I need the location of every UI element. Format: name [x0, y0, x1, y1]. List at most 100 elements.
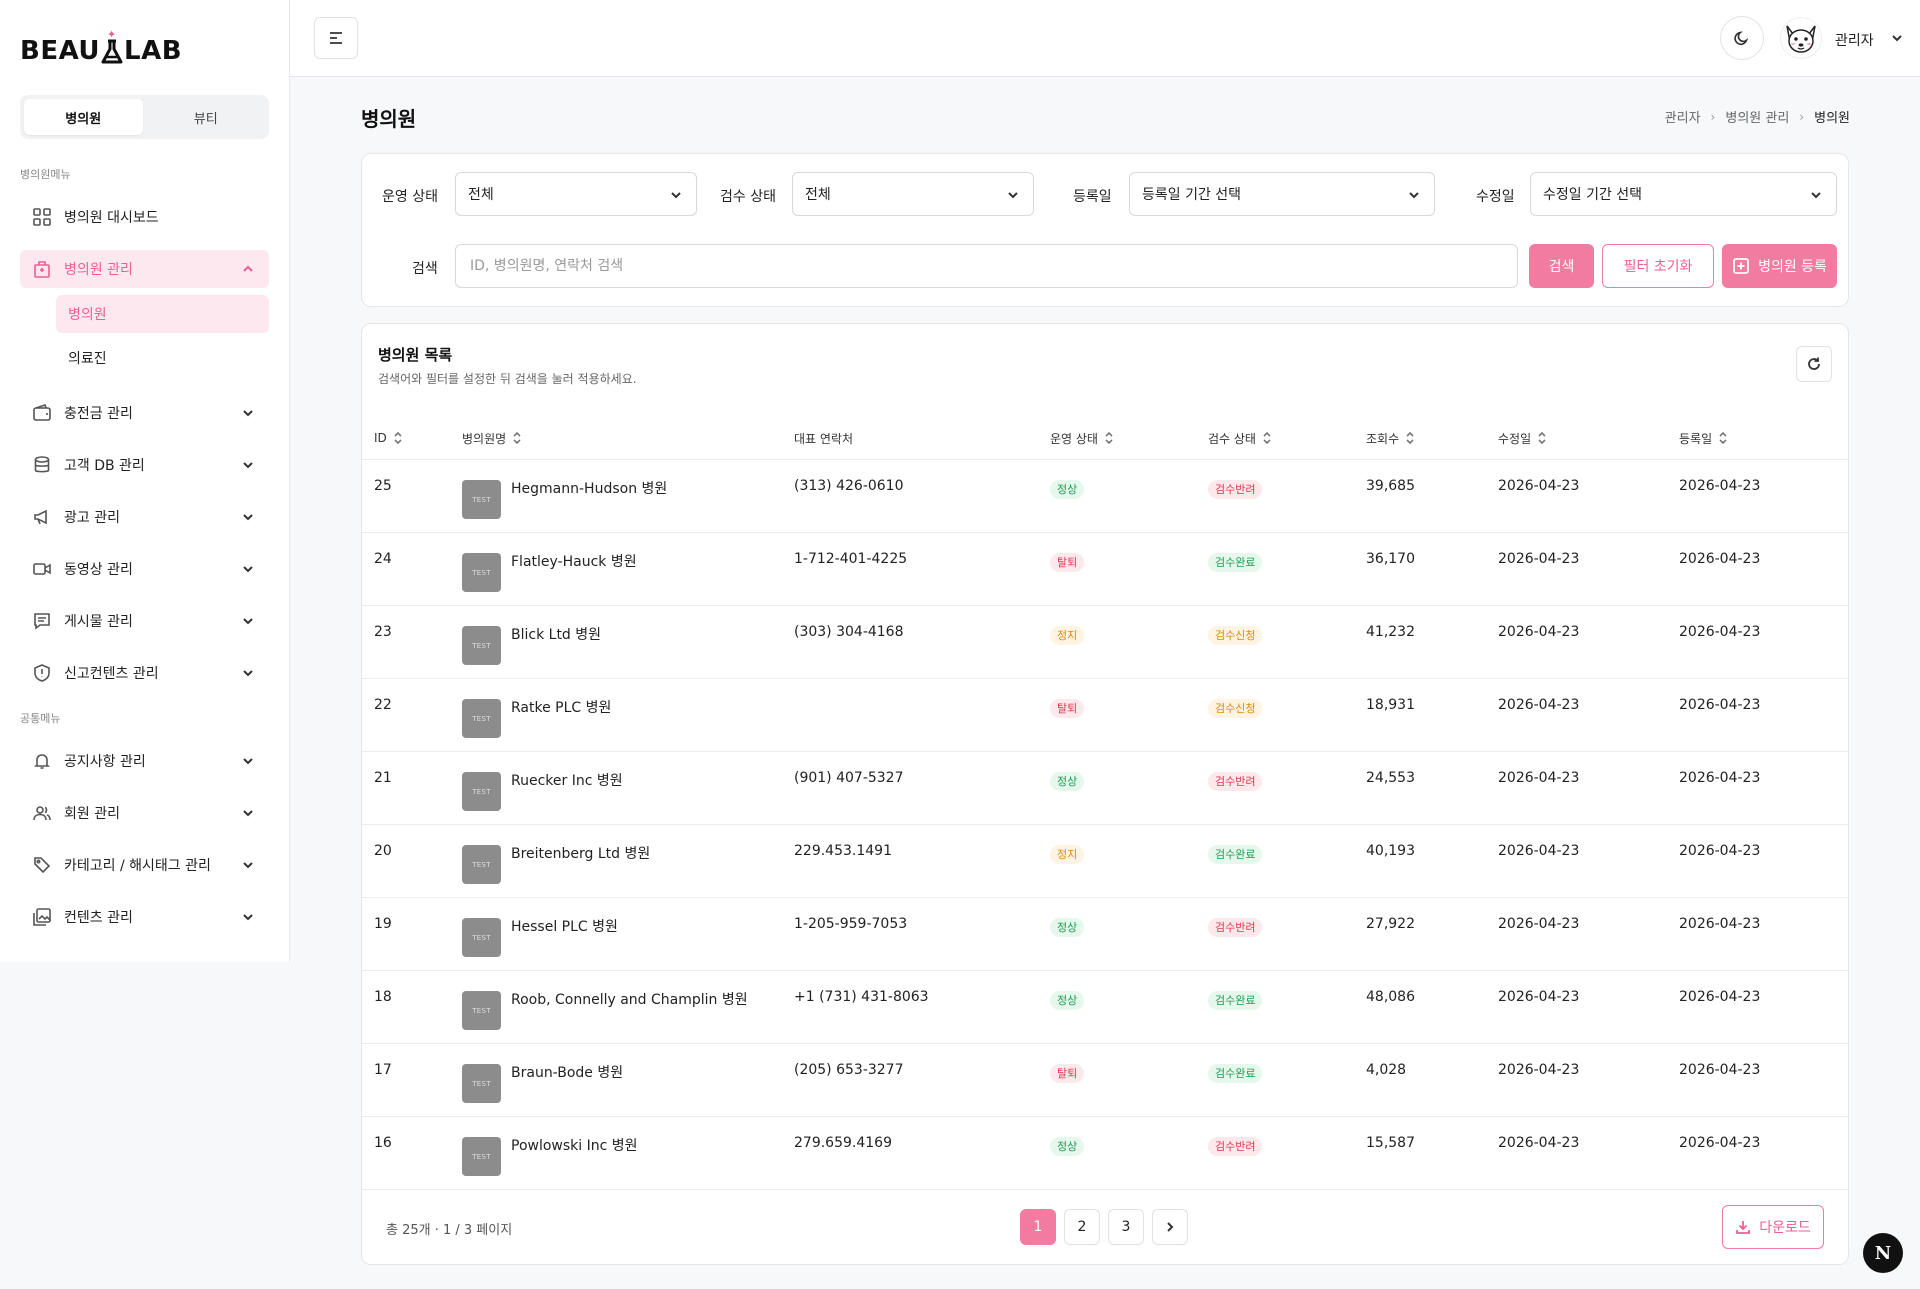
sidebar-item-categories[interactable]: 카테고리 / 해시태그 관리 [20, 846, 269, 884]
sidebar-item-members[interactable]: 회원 관리 [20, 794, 269, 832]
logo[interactable]: BEAU LAB ✦ [20, 28, 183, 66]
bell-icon [32, 751, 52, 771]
status-filter-value: 전체 [468, 187, 494, 203]
search-button[interactable]: 검색 [1529, 244, 1594, 288]
reset-filter-button[interactable]: 필터 초기화 [1602, 244, 1714, 288]
next-page-button[interactable] [1152, 1209, 1188, 1245]
chevron-down-icon [1408, 189, 1420, 201]
breadcrumb: 관리자 › 병의원 관리 › 병의원 [1664, 107, 1850, 127]
page-button[interactable]: 1 [1020, 1209, 1056, 1245]
column-header-views[interactable]: 조회수 [1366, 416, 1415, 460]
breadcrumb-item[interactable]: 병의원 관리 [1725, 111, 1790, 126]
sidebar-item-label: 병의원 대시보드 [64, 210, 159, 226]
avatar[interactable] [1780, 17, 1822, 59]
cell-modified-date: 2026-04-23 [1498, 843, 1580, 859]
sidebar-item-label: 광고 관리 [64, 510, 120, 526]
cell-hospital-name[interactable]: Ruecker Inc 병원 [511, 773, 623, 789]
sidebar-item-label: 카테고리 / 해시태그 관리 [64, 858, 211, 874]
cell-phone: (313) 426-0610 [794, 478, 904, 494]
sidebar-item-hospital-management[interactable]: 병의원 관리 [20, 250, 269, 288]
table-row[interactable]: 21 TEST Ruecker Inc 병원 (901) 407-5327 정상 검수반려… [362, 752, 1848, 825]
cell-hospital-name[interactable]: Flatley-Hauck 병원 [511, 554, 637, 570]
chevron-down-icon [241, 614, 255, 628]
table-row[interactable]: 17 TEST Braun-Bode 병원 (205) 653-3277 탈퇴 검수완료 4… [362, 1044, 1848, 1117]
table-row[interactable]: 20 TEST Breitenberg Ltd 병원 229.453.1491 정지 검수… [362, 825, 1848, 898]
toggle-beauty[interactable]: 뷰티 [193, 111, 218, 127]
page-button[interactable]: 3 [1108, 1209, 1144, 1245]
review-filter-select[interactable]: 전체 [792, 172, 1034, 216]
table-row[interactable]: 19 TEST Hessel PLC 병원 1-205-959-7053 정상 검수반려 2… [362, 898, 1848, 971]
cell-review-status: 검수완료 [1208, 971, 1263, 1044]
column-label: 병의원명 [462, 431, 507, 446]
sidebar-item-ads[interactable]: 광고 관리 [20, 498, 269, 536]
table-row[interactable]: 23 TEST Blick Ltd 병원 (303) 304-4168 정지 검수신청 41… [362, 606, 1848, 679]
column-header-status[interactable]: 운영 상태 [1050, 416, 1114, 460]
sidebar-item-customer-db[interactable]: 고객 DB 관리 [20, 446, 269, 484]
chevron-down-icon[interactable] [1891, 32, 1903, 44]
cell-hospital-name[interactable]: Roob, Connelly and Champlin 병원 [511, 992, 748, 1008]
sidebar: BEAU LAB ✦ 병의원 뷰티 병의원메뉴 병의원 대시보드 병의원 관리 … [0, 0, 290, 962]
table-row[interactable]: 25 TEST Hegmann-Hudson 병원 (313) 426-0610 정상 검… [362, 460, 1848, 533]
cell-hospital-name[interactable]: Hegmann-Hudson 병원 [511, 481, 668, 497]
status-badge: 검수신청 [1208, 699, 1263, 719]
breadcrumb-item[interactable]: 관리자 [1664, 111, 1701, 126]
cell-hospital-name[interactable]: Powlowski Inc 병원 [511, 1138, 638, 1154]
register-hospital-button[interactable]: 병의원 등록 [1722, 244, 1837, 288]
cell-hospital-name[interactable]: Hessel PLC 병원 [511, 919, 618, 935]
cell-hospital-name[interactable]: Breitenberg Ltd 병원 [511, 846, 651, 862]
pagination-info: 총 25개 · 1 / 3 페이지 [386, 1223, 513, 1238]
mod-date-filter-label: 수정일 [1476, 189, 1515, 205]
sidebar-sub-medical-staff[interactable]: 의료진 [68, 351, 107, 367]
sidebar-item-notices[interactable]: 공지사항 관리 [20, 742, 269, 780]
column-header-registered[interactable]: 등록일 [1679, 416, 1728, 460]
sidebar-sub-hospital[interactable]: 병의원 [56, 295, 269, 333]
cell-registered-date: 2026-04-23 [1679, 697, 1761, 713]
cell-hospital-name[interactable]: Braun-Bode 병원 [511, 1065, 624, 1081]
cell-operation-status: 정상 [1050, 898, 1085, 971]
column-header-modified[interactable]: 수정일 [1498, 416, 1547, 460]
column-header-id[interactable]: ID [374, 416, 403, 460]
status-badge: 정상 [1050, 772, 1085, 792]
chevron-down-icon [241, 666, 255, 680]
download-button[interactable]: 다운로드 [1722, 1205, 1824, 1249]
cell-registered-date: 2026-04-23 [1679, 989, 1761, 1005]
cell-id: 22 [374, 697, 392, 713]
column-header-name[interactable]: 병의원명 [462, 416, 522, 460]
floating-n-button[interactable]: N [1863, 1233, 1903, 1273]
sidebar-item-video[interactable]: 동영상 관리 [20, 550, 269, 588]
cell-views: 18,931 [1366, 697, 1415, 713]
cell-hospital-name[interactable]: Blick Ltd 병원 [511, 627, 602, 643]
search-input[interactable] [455, 244, 1518, 288]
table-row[interactable]: 18 TEST Roob, Connelly and Champlin 병원 +1 (… [362, 971, 1848, 1044]
status-filter-select[interactable]: 전체 [455, 172, 697, 216]
reg-date-filter-select[interactable]: 등록일 기간 선택 [1129, 172, 1435, 216]
dark-mode-button[interactable] [1720, 16, 1764, 60]
register-button-label: 병의원 등록 [1758, 259, 1827, 275]
sidebar-item-contents[interactable]: 컨텐츠 관리 [20, 898, 269, 936]
toggle-hospital[interactable]: 병의원 [24, 99, 143, 135]
column-header-review[interactable]: 검수 상태 [1208, 416, 1272, 460]
sidebar-toggle-button[interactable] [314, 17, 358, 59]
table-row[interactable]: 22 TEST Ratke PLC 병원 탈퇴 검수신청 18,931 2026-04-23… [362, 679, 1848, 752]
video-icon [32, 559, 52, 579]
menu-toggle: 병의원 뷰티 [20, 95, 269, 139]
cell-operation-status: 탈퇴 [1050, 533, 1085, 606]
user-name[interactable]: 관리자 [1835, 33, 1874, 49]
table-row[interactable]: 24 TEST Flatley-Hauck 병원 1-712-401-4225 탈퇴 검수… [362, 533, 1848, 606]
chevron-down-icon [241, 858, 255, 872]
mod-date-filter-select[interactable]: 수정일 기간 선택 [1530, 172, 1837, 216]
hospital-thumbnail: TEST [462, 991, 501, 1030]
hospital-list-panel: 병의원 목록 검색어와 필터를 설정한 뒤 검색을 눌러 적용하세요. ID 병… [361, 323, 1849, 1265]
status-filter-label: 운영 상태 [382, 189, 438, 205]
cell-hospital-name[interactable]: Ratke PLC 병원 [511, 700, 612, 716]
cell-id: 21 [374, 770, 392, 786]
sidebar-item-charge[interactable]: 충전금 관리 [20, 394, 269, 432]
topbar: 관리자 [290, 0, 1920, 77]
table-body: 25 TEST Hegmann-Hudson 병원 (313) 426-0610 정상 검… [362, 460, 1848, 1190]
sidebar-item-reports[interactable]: 신고컨텐츠 관리 [20, 654, 269, 692]
page-button[interactable]: 2 [1064, 1209, 1100, 1245]
refresh-button[interactable] [1796, 346, 1832, 382]
sidebar-item-dashboard[interactable]: 병의원 대시보드 [20, 198, 269, 236]
table-row[interactable]: 16 TEST Powlowski Inc 병원 279.659.4169 정상 검수반려… [362, 1117, 1848, 1190]
sidebar-item-posts[interactable]: 게시물 관리 [20, 602, 269, 640]
